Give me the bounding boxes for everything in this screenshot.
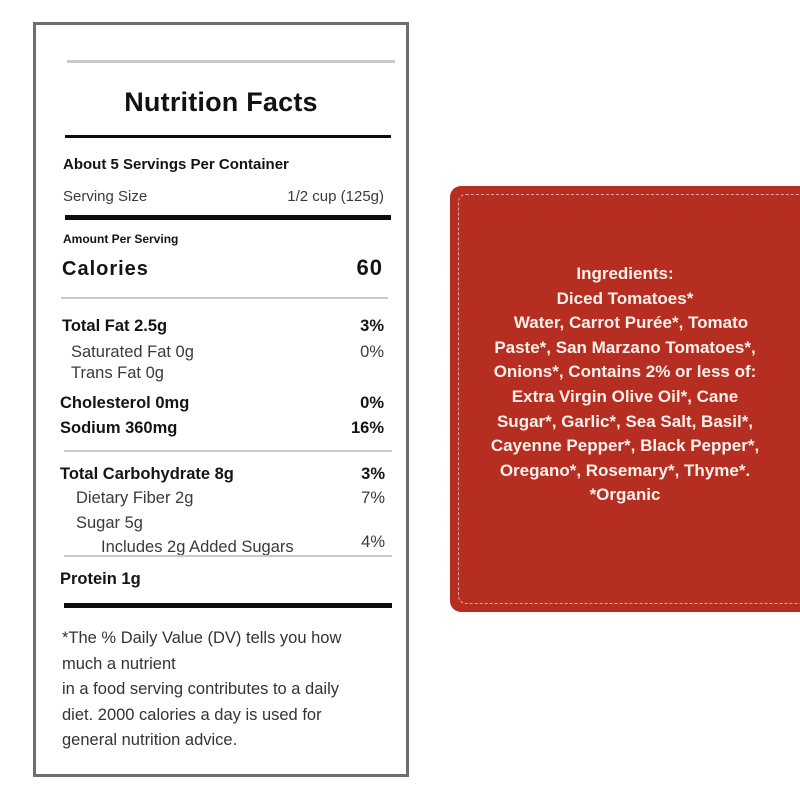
nutrient-row: Dietary Fiber 2g 7%: [76, 489, 385, 507]
nutrient-row: Sodium 360mg 16%: [60, 419, 384, 437]
serving-size-value: 1/2 cup (125g): [287, 188, 384, 205]
sodium-divider: [64, 450, 392, 452]
calories-value: 60: [356, 255, 383, 280]
protein-divider: [64, 603, 392, 608]
organic-note: *Organic: [589, 485, 661, 505]
ingredients-text: Ingredients: Diced Tomatoes* Water, Carr…: [450, 262, 800, 508]
serving-size-label: Serving Size: [63, 188, 148, 205]
nutrient-row: Protein 1g: [60, 570, 141, 588]
serving-divider: [65, 215, 391, 220]
sugar-divider: [64, 555, 392, 557]
nutrient-row: Trans Fat 0g: [71, 364, 164, 382]
calories-label: Calories: [62, 258, 149, 280]
nutrient-row: Sugar 5g: [76, 514, 143, 532]
nutrient-row: Cholesterol 0mg 0%: [60, 394, 384, 412]
label-title: Nutrition Facts: [124, 87, 318, 117]
nutrient-row: Saturated Fat 0g 0%: [71, 343, 384, 361]
serving-size-row: Serving Size 1/2 cup (125g): [63, 188, 384, 205]
calories-row: Calories 60: [62, 255, 383, 281]
ingredients-heading: Ingredients:: [576, 264, 674, 283]
nutrition-facts-label: Nutrition Facts About 5 Servings Per Con…: [33, 22, 409, 777]
top-divider: [67, 60, 395, 63]
daily-value-footnote: *The % Daily Value (DV) tells you how mu…: [62, 629, 342, 749]
calories-divider: [61, 297, 388, 299]
nutrient-row: Total Carbohydrate 8g 3%: [60, 465, 385, 483]
title-divider: [65, 135, 391, 138]
amount-per-serving: Amount Per Serving: [63, 232, 179, 246]
nutrient-row: Total Fat 2.5g 3%: [62, 317, 384, 335]
nutrient-row: Includes 2g Added Sugars 4%: [101, 533, 385, 556]
ingredients-panel: Ingredients: Diced Tomatoes* Water, Carr…: [450, 186, 800, 612]
servings-per-container: About 5 Servings Per Container: [63, 156, 289, 173]
dashed-border: [458, 194, 800, 604]
